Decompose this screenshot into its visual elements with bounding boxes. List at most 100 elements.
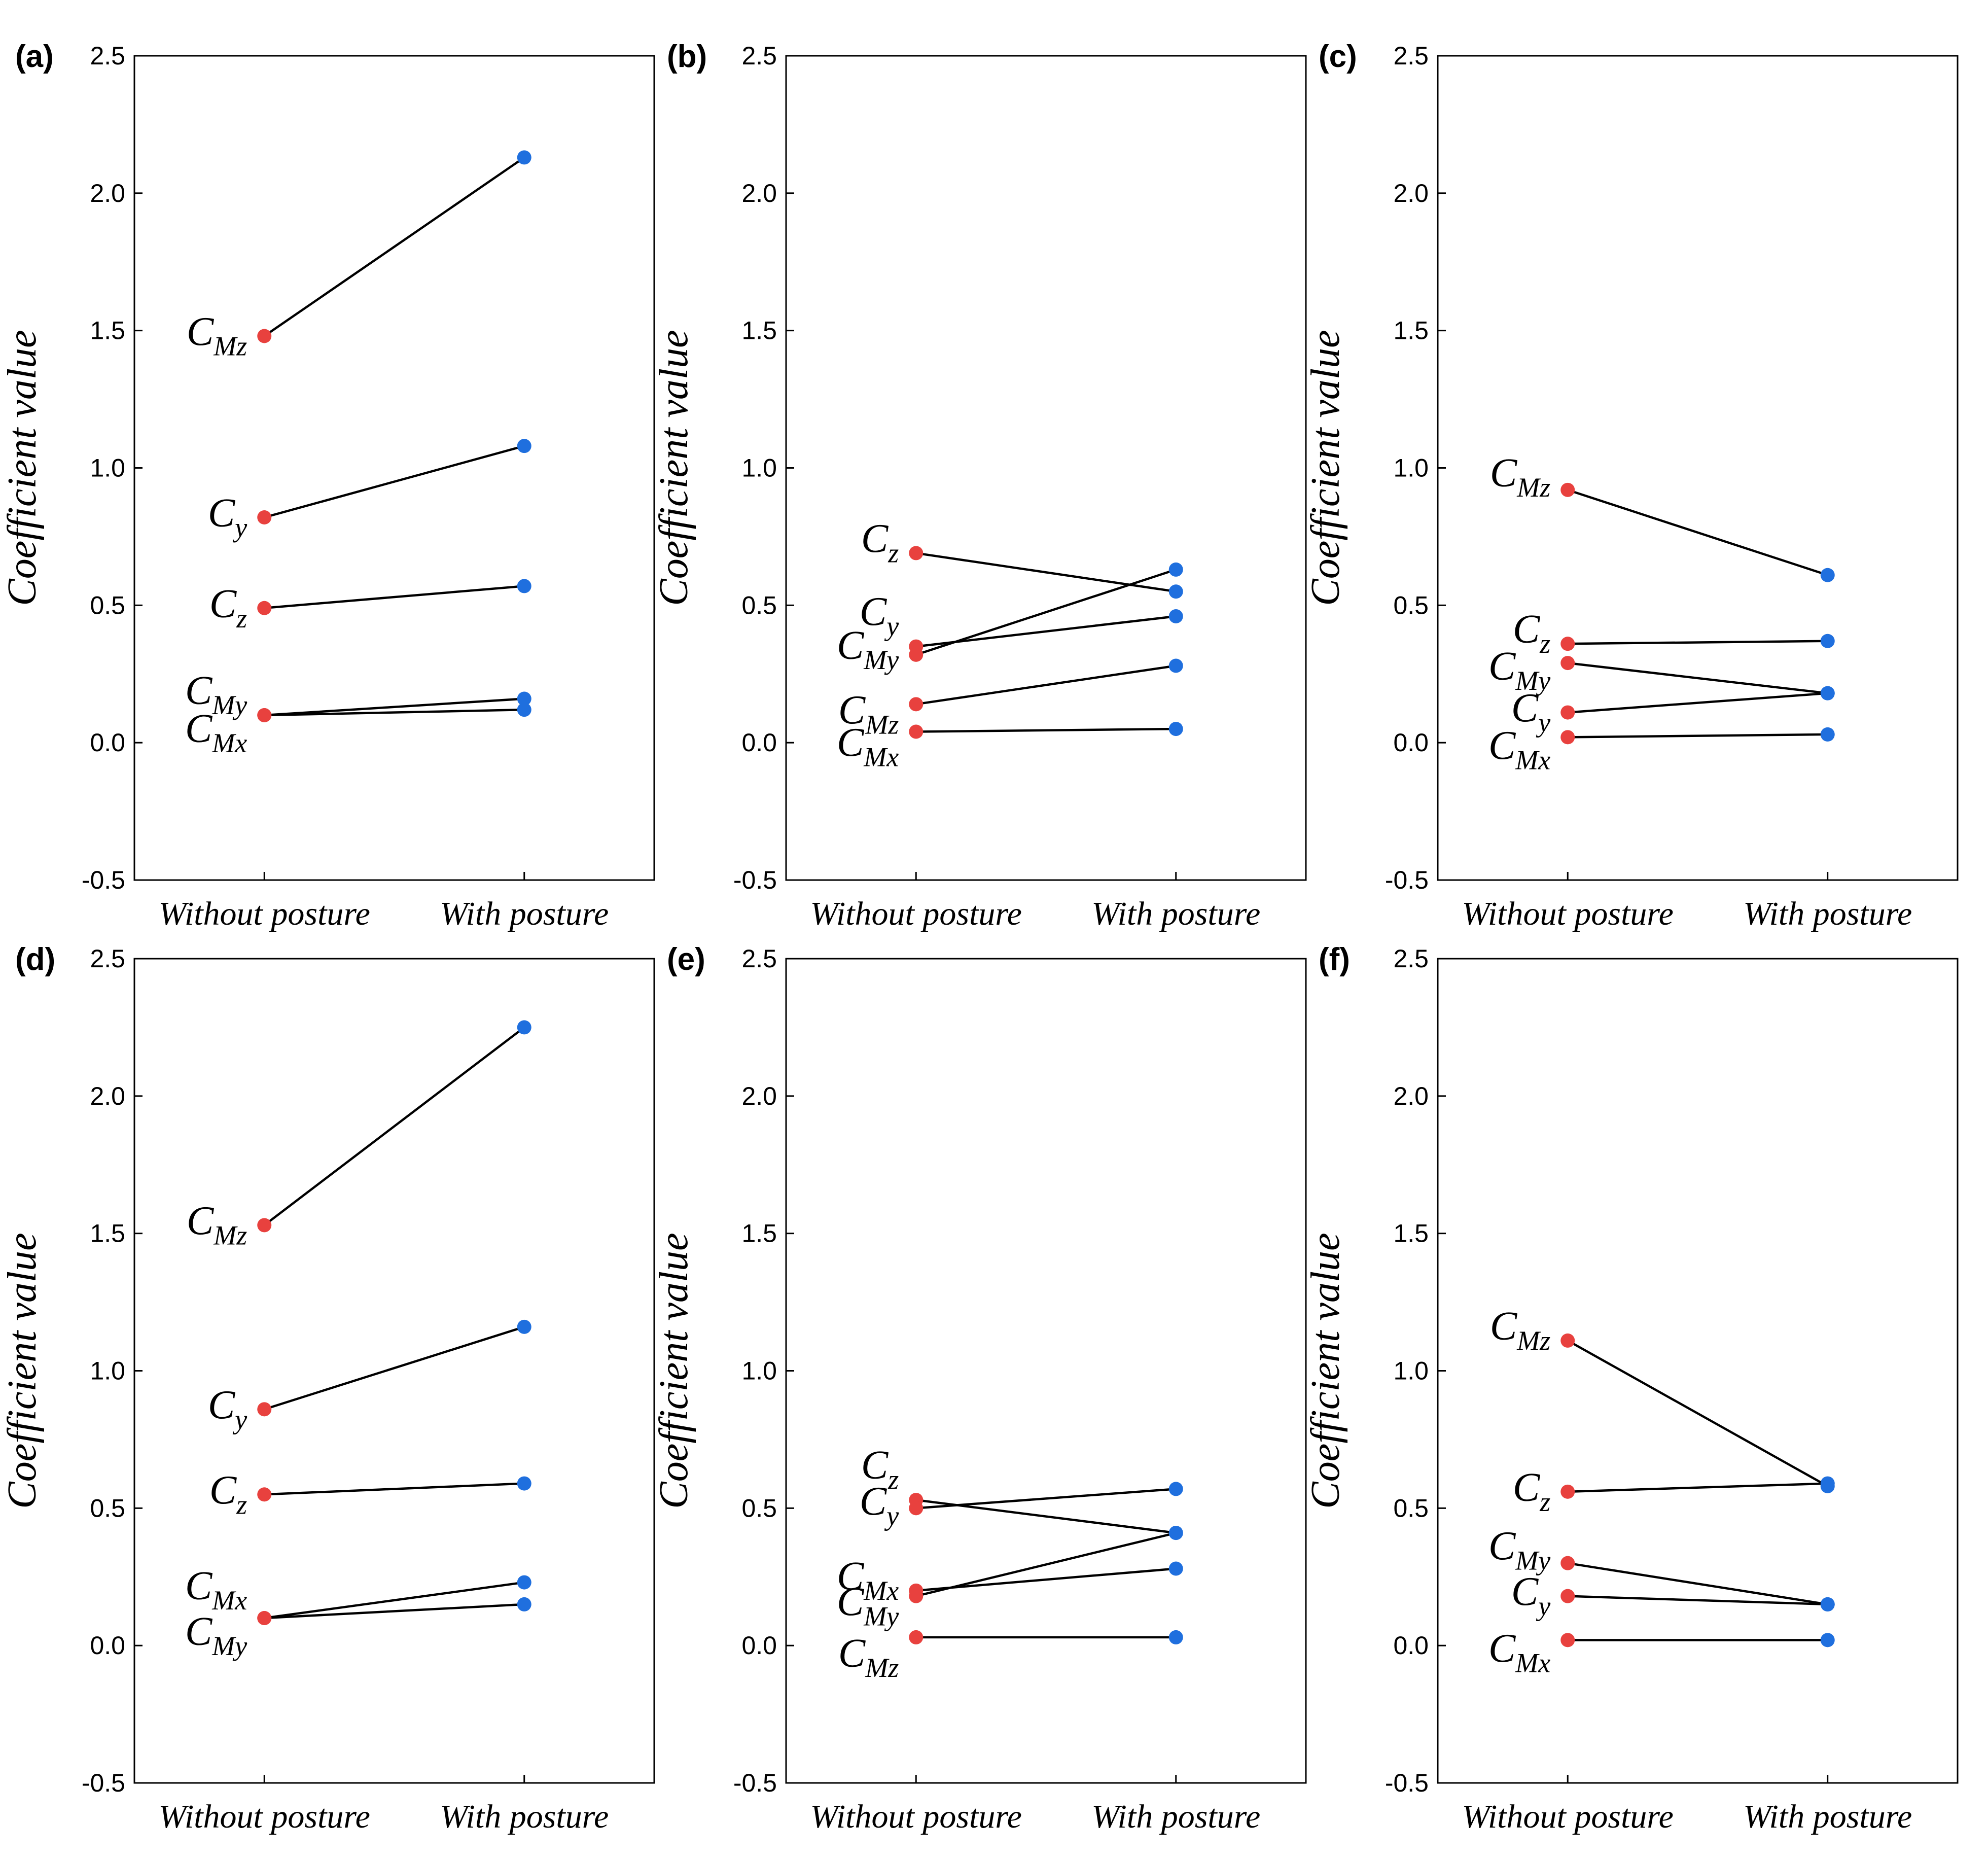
panel-d-series-line-C_y: [264, 1325, 525, 1411]
series-label-main: C: [1488, 644, 1516, 689]
panel-f-point-without-C_Mx: [1560, 1633, 1575, 1647]
panel-a-point-without-C_Mx: [257, 708, 272, 722]
panel-d-ytick-label: 2.0: [90, 1082, 125, 1110]
panel-e-ytick-label: 1.5: [741, 1219, 777, 1248]
panel-d-ytick-label: 1.0: [90, 1357, 125, 1385]
series-label-sub: z: [888, 1464, 899, 1495]
panel-a-series-line-C_My: [264, 697, 524, 717]
panel-d-point-without-C_z: [257, 1487, 272, 1502]
panel-d-point-without-C_Mz: [257, 1218, 272, 1233]
panel-e-ytick-label: 1.0: [741, 1357, 777, 1385]
panel-f-category-label: Without posture: [1462, 1798, 1674, 1835]
panel-d-category-label: With posture: [440, 1798, 609, 1835]
panel-a-series-label-C_y: Cy: [208, 491, 247, 543]
panel-b-category-label: With posture: [1091, 895, 1260, 932]
panel-c-point-with-C_Mz: [1820, 568, 1835, 582]
panel-b-category-label: Without posture: [810, 895, 1022, 932]
panel-a-ytick-label: 2.0: [90, 179, 125, 207]
panel-f-point-without-C_My: [1560, 1556, 1575, 1570]
panel-d-series-label-C_Mz: CMz: [187, 1199, 247, 1250]
panel-e-series-line-C_My: [915, 1531, 1177, 1597]
panel-e-letter: (e): [667, 942, 705, 977]
panel-a-series-label-C_z: Cz: [209, 582, 247, 634]
panel-a-point-without-C_y: [257, 510, 272, 524]
panel-b-point-with-C_My: [1168, 562, 1183, 577]
panel-d-point-with-C_My: [517, 1597, 531, 1611]
series-label-main: C: [185, 707, 213, 751]
series-label-main: C: [838, 1631, 866, 1676]
series-label-sub: Mz: [1516, 472, 1550, 503]
panel-c-point-with-C_Mx: [1820, 727, 1835, 742]
panel-d-point-with-C_Mx: [517, 1575, 531, 1590]
panel-a-category-label: Without posture: [159, 895, 370, 932]
panel-e-point-without-C_Mz: [909, 1630, 924, 1644]
panel-e: -0.5 0.0 0.5 1.0 1.5 2.0 2.5 Without posture Wit…: [652, 942, 1307, 1835]
panel-b-letter: (b): [667, 39, 707, 74]
panel-b-series-label-C_z: Cz: [861, 516, 899, 568]
panel-b-ytick-label: 1.0: [741, 454, 777, 482]
panel-a-ytick-label: 1.0: [90, 454, 125, 482]
series-label-main: C: [837, 623, 865, 668]
panel-f-ytick-label: 0.0: [1393, 1631, 1429, 1660]
series-label-main: C: [860, 590, 888, 635]
panel-d-category-label: Without posture: [159, 1798, 370, 1835]
panel-f-series-line-C_Mz: [1567, 1339, 1828, 1487]
panel-a-series-label-C_Mx: CMx: [185, 707, 247, 758]
panel-b-ytick-label: 0.5: [741, 591, 777, 619]
series-label-main: C: [1513, 1465, 1541, 1510]
panel-a-ytick-label: 2.5: [90, 42, 125, 70]
series-label-sub: y: [884, 1500, 899, 1531]
panel-a-series-line-C_Mz: [263, 156, 525, 337]
panel-c-ytick-label: 2.0: [1393, 179, 1429, 207]
series-label-sub: My: [1515, 1546, 1550, 1576]
panel-b-series-line-C_My: [915, 568, 1177, 656]
series-label-main: C: [1488, 1524, 1516, 1569]
series-label-main: C: [1511, 686, 1539, 731]
series-label-main: C: [185, 1564, 213, 1608]
series-label-main: C: [208, 491, 236, 536]
panel-b-ytick-label: 2.5: [741, 42, 777, 70]
panel-c-ytick-label: 1.5: [1393, 317, 1429, 345]
panel-b-point-without-C_Mz: [909, 697, 924, 712]
panel-c-point-without-C_Mx: [1560, 730, 1575, 745]
panel-a-point-without-C_z: [257, 601, 272, 615]
panel-a-point-without-C_Mz: [257, 329, 272, 343]
panel-b-series-line-C_Mx: [916, 727, 1176, 733]
panel-d-series-line-C_z: [264, 1482, 524, 1496]
panel-c-series-line-C_y: [1568, 692, 1828, 714]
panel-f-series-label-C_Mz: CMz: [1490, 1304, 1550, 1356]
panel-f-series-label-C_Mx: CMx: [1488, 1626, 1550, 1678]
series-label-main: C: [860, 1479, 888, 1524]
panel-a-ytick-label: 0.5: [90, 591, 125, 619]
panel-e-series-label-C_y: Cy: [860, 1479, 899, 1531]
series-label-sub: Mx: [211, 1585, 247, 1616]
panel-f-series-line-C_y: [1568, 1595, 1828, 1606]
panel-b-series-label-C_Mx: CMx: [837, 721, 899, 773]
panel-a-ytick-label: 1.5: [90, 317, 125, 345]
series-label-main: C: [837, 1580, 865, 1625]
panel-c-y-axis-title: Coefficient value: [1303, 330, 1348, 606]
series-label-sub: z: [888, 538, 899, 568]
panel-f-category-label: With posture: [1743, 1798, 1912, 1835]
panel-d-point-with-C_Mz: [517, 1020, 531, 1035]
panel-e-point-without-C_My: [909, 1589, 924, 1603]
series-label-main: C: [209, 582, 237, 626]
series-label-sub: Mz: [865, 709, 899, 740]
panel-b-point-with-C_z: [1168, 584, 1183, 599]
panel-f-point-with-C_Mx: [1820, 1633, 1835, 1647]
panel-e-series-line-C_Mx: [916, 1567, 1176, 1592]
panel-e-point-without-C_y: [909, 1501, 924, 1516]
panel-b-series-line-C_Mz: [915, 664, 1177, 706]
panel-d-series-label-C_z: Cz: [209, 1468, 247, 1520]
panel-b-ytick-label: 2.0: [741, 179, 777, 207]
series-label-sub: My: [1515, 665, 1550, 696]
panel-e-series-label-C_Mz: CMz: [838, 1631, 899, 1683]
series-label-main: C: [861, 516, 889, 561]
panel-b-point-without-C_My: [909, 647, 924, 662]
panel-c-category-label: With posture: [1743, 895, 1912, 932]
panel-d: -0.5 0.0 0.5 1.0 1.5 2.0 2.5 Without posture Wit…: [0, 942, 655, 1835]
panel-e-point-with-C_My: [1168, 1526, 1183, 1540]
panel-b-series-label-C_My: CMy: [837, 623, 899, 675]
panel-c-series-line-C_My: [1567, 661, 1828, 694]
panel-c-letter: (c): [1319, 39, 1357, 74]
